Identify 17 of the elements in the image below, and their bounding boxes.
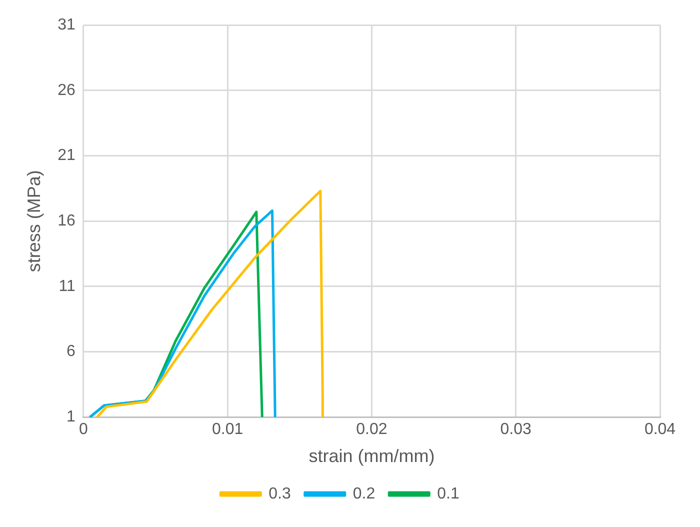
y-tick-label: 31	[58, 16, 76, 34]
x-tick-label: 0.03	[500, 421, 532, 438]
y-tick-label: 26	[58, 82, 76, 99]
x-tick-label: 0.02	[356, 421, 388, 438]
legend-label: 0.2	[352, 485, 376, 502]
y-tick-label: 6	[66, 343, 76, 360]
x-tick-label: 0.04	[644, 421, 676, 438]
legend-label: 0.3	[268, 485, 291, 502]
x-axis-title: strain (mm/mm)	[308, 446, 435, 466]
y-tick-label: 16	[58, 212, 76, 230]
y-tick-label: 1	[66, 408, 76, 426]
y-axis-title: stress (MPa)	[24, 170, 44, 272]
x-tick-label: 0	[78, 421, 88, 438]
y-tick-label: 11	[58, 278, 76, 295]
legend-label: 0.1	[437, 485, 460, 502]
y-tick-label: 21	[58, 147, 76, 164]
x-tick-label: 0.01	[212, 421, 244, 438]
